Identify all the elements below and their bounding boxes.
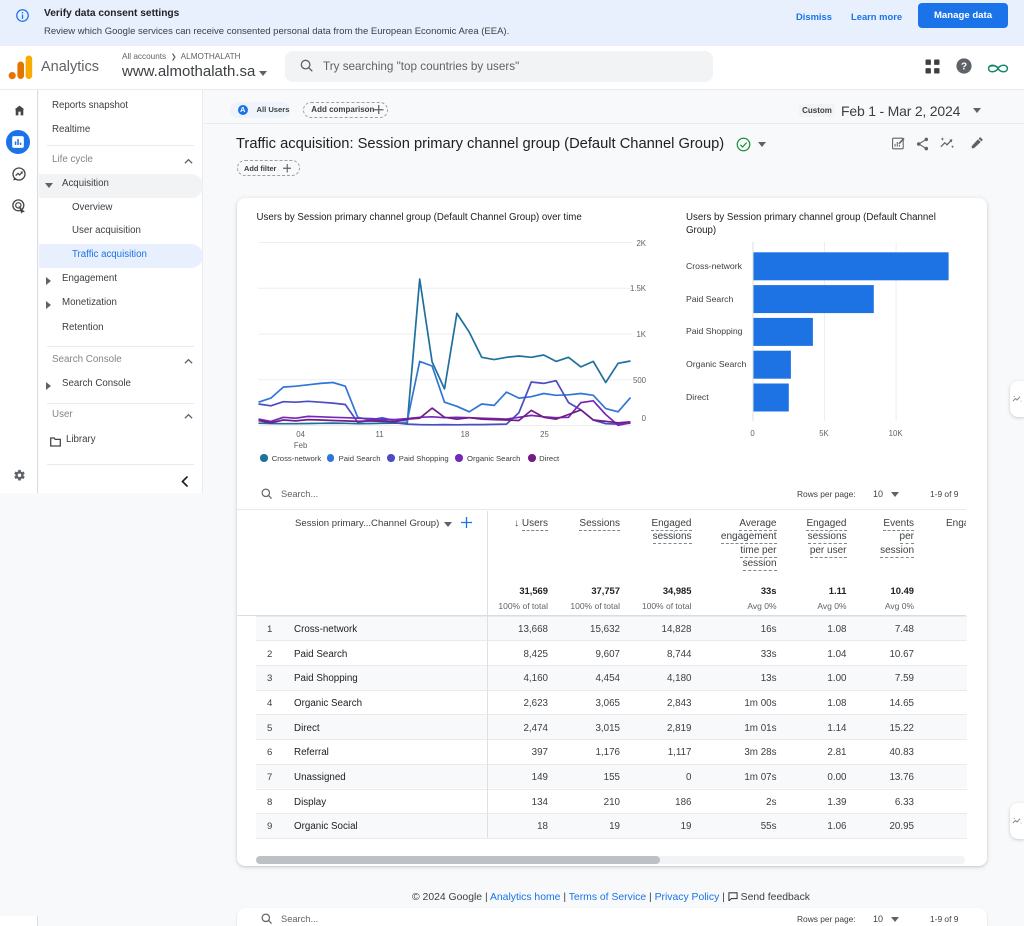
svg-text:?: ? [961,62,967,73]
